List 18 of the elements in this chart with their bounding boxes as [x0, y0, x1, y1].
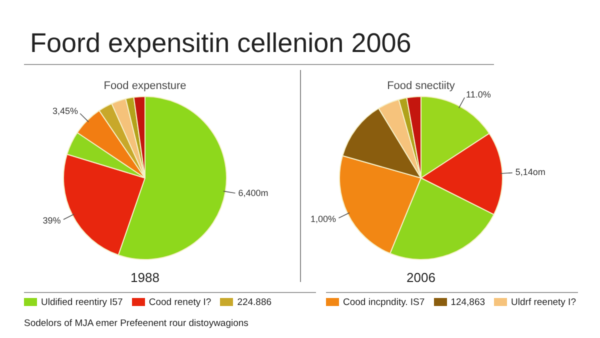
- chart-title: Foord expensitin cellenion 2006: [30, 28, 412, 59]
- text: 1,00%: [310, 214, 336, 224]
- text: 1988: [130, 270, 160, 285]
- chart-subtitle: Food expensture: [102, 80, 188, 92]
- text: 39%: [42, 215, 61, 226]
- text: 5,14om: [515, 167, 546, 178]
- chart-subtitle: Food snectiity: [387, 80, 455, 92]
- text: 11.0%: [466, 89, 491, 100]
- legend-label: Uldrf reenety I?: [510, 297, 576, 308]
- legend-label: 124,863: [450, 297, 486, 308]
- text: 2006: [406, 270, 436, 285]
- legend-label: Cood renety I?: [148, 297, 212, 308]
- legend-label: Cood incpndity. IS7: [342, 297, 425, 308]
- text: 6,400m: [238, 188, 268, 198]
- text: 3,45%: [52, 106, 78, 116]
- text: Sodelors of MJA emer Prefeenent rour distoywagions: [24, 318, 248, 329]
- legend-label: Uldified reentiry I57: [40, 297, 123, 308]
- legend-label: 224.886: [236, 297, 272, 308]
